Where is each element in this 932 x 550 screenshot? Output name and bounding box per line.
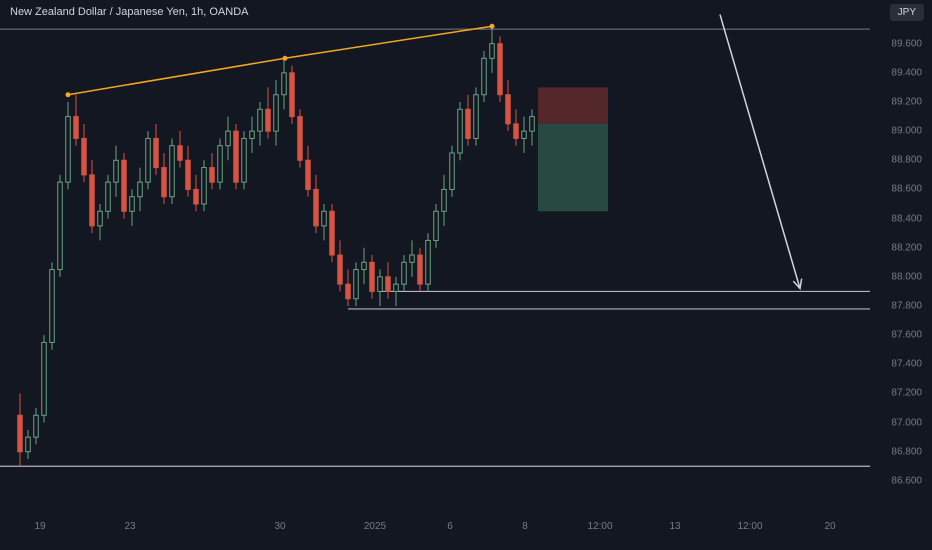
y-axis-label: 88.400 (891, 213, 922, 224)
y-axis-label: 89.600 (891, 38, 922, 49)
x-axis-label: 12:00 (737, 521, 762, 532)
currency-badge[interactable]: JPY (890, 4, 924, 21)
y-axis-label: 88.800 (891, 155, 922, 166)
price-chart[interactable] (0, 0, 870, 510)
x-axis-label: 12:00 (587, 521, 612, 532)
y-axis-label: 86.800 (891, 446, 922, 457)
y-axis-label: 89.400 (891, 67, 922, 78)
x-axis-label: 13 (669, 521, 680, 532)
y-axis-label: 88.000 (891, 271, 922, 282)
chart-title: New Zealand Dollar / Japanese Yen, 1h, O… (10, 6, 248, 18)
y-axis-label: 87.600 (891, 330, 922, 341)
x-axis-label: 19 (34, 521, 45, 532)
y-axis-label: 87.000 (891, 417, 922, 428)
x-axis-label: 30 (274, 521, 285, 532)
y-axis-label: 87.200 (891, 388, 922, 399)
price-axis: 86.600 86.800 87.000 87.200 87.400 87.600 87.8… (870, 0, 932, 510)
x-axis-label: 8 (522, 521, 528, 532)
y-axis-label: 86.600 (891, 475, 922, 486)
time-axis: 19 23 30 2025 6 8 12:00 13 12:00 20 (0, 510, 870, 550)
y-axis-label: 87.400 (891, 359, 922, 370)
x-axis-label: 2025 (364, 521, 386, 532)
x-axis-label: 23 (124, 521, 135, 532)
y-axis-label: 87.800 (891, 301, 922, 312)
y-axis-label: 88.200 (891, 242, 922, 253)
y-axis-label: 88.600 (891, 184, 922, 195)
y-axis-label: 89.200 (891, 97, 922, 108)
x-axis-label: 6 (447, 521, 453, 532)
x-axis-label: 20 (824, 521, 835, 532)
y-axis-label: 89.000 (891, 126, 922, 137)
